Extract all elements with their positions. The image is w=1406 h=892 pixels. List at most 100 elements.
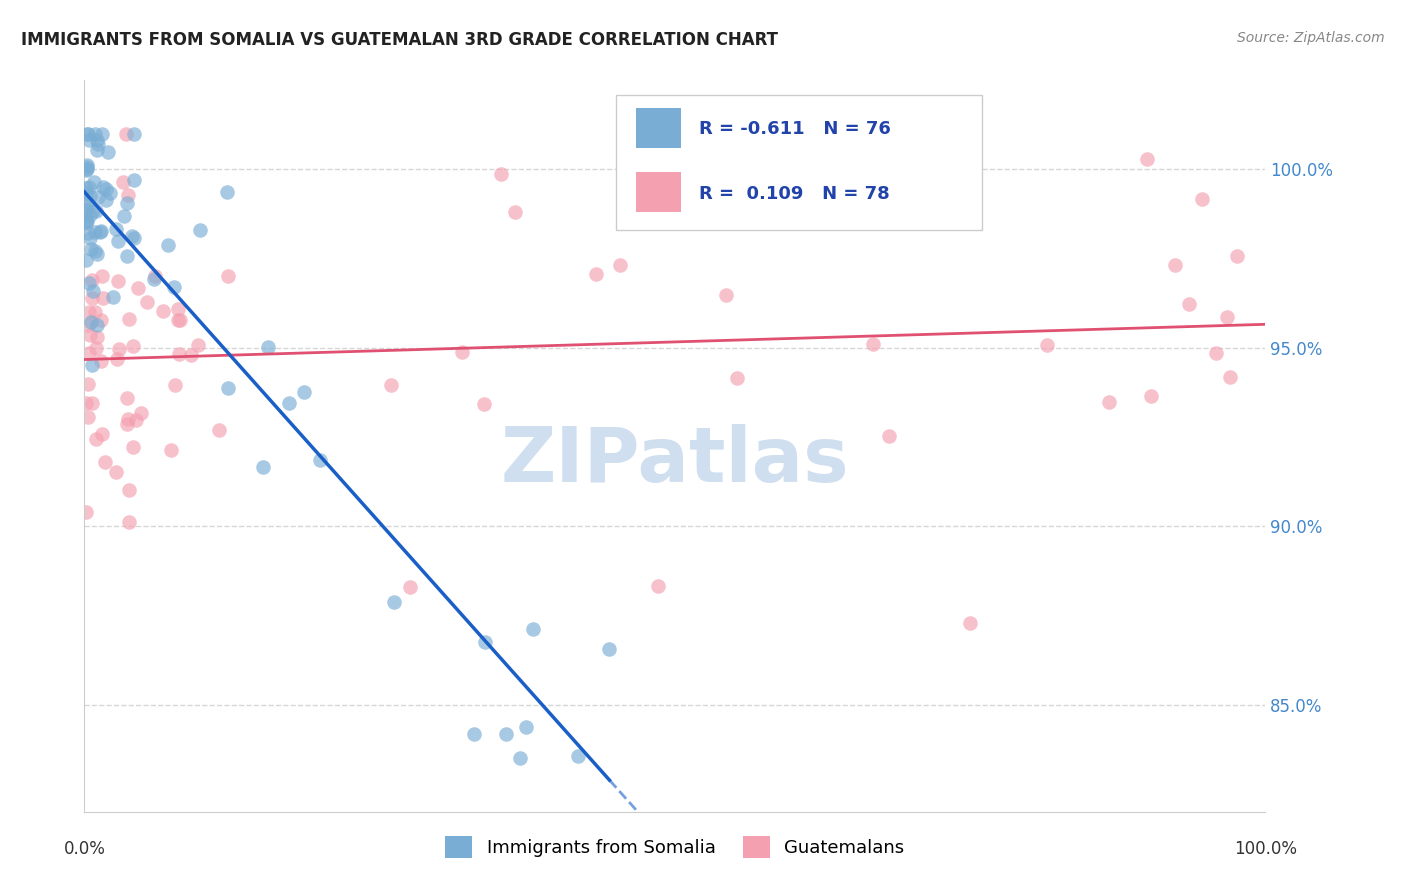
Point (86, 247, 108, 261)
Point (84, 341, 107, 355)
Point (489, 167, 512, 181)
Point (725, 370, 748, 384)
Point (1036, 338, 1059, 352)
Point (75, 181, 97, 195)
Point (94, 194, 117, 208)
Point (75, 202, 97, 217)
Point (75, 214, 97, 228)
Point (115, 249, 138, 263)
Point (509, 751, 531, 765)
Point (167, 346, 190, 360)
Point (76, 194, 98, 209)
Point (90, 354, 112, 368)
Point (380, 378, 402, 392)
Point (82, 204, 104, 219)
Point (77, 318, 100, 332)
Point (1136, 152, 1159, 166)
Point (959, 615, 981, 630)
Point (114, 127, 136, 141)
Point (76, 202, 98, 216)
Point (1215, 310, 1237, 324)
Point (143, 269, 166, 284)
Point (1164, 258, 1187, 272)
Point (472, 397, 495, 411)
Point (217, 381, 239, 395)
Point (804, 176, 827, 190)
Point (79, 328, 101, 343)
Point (1098, 394, 1121, 409)
Text: Source: ZipAtlas.com: Source: ZipAtlas.com (1237, 31, 1385, 45)
Point (82, 291, 104, 305)
Point (112, 210, 135, 224)
Text: R =  0.109   N = 78: R = 0.109 N = 78 (699, 185, 889, 202)
Point (76, 162, 98, 177)
Point (79, 188, 101, 202)
Point (278, 396, 301, 410)
Text: ZIPatlas: ZIPatlas (501, 424, 849, 498)
Point (122, 173, 145, 187)
Point (121, 228, 143, 243)
Point (82, 284, 104, 298)
Point (217, 268, 239, 283)
Point (567, 748, 589, 763)
Point (117, 187, 139, 202)
Point (79, 231, 101, 245)
Point (86, 132, 108, 146)
Point (169, 312, 191, 326)
Point (115, 195, 138, 210)
Point (91, 291, 114, 305)
Point (97, 145, 120, 159)
Point (83, 175, 105, 189)
Point (167, 312, 190, 326)
Text: R = -0.611   N = 76: R = -0.611 N = 76 (699, 120, 890, 138)
Point (77, 377, 100, 392)
Point (76, 158, 98, 172)
Point (522, 622, 544, 636)
Point (163, 378, 186, 392)
Point (122, 127, 145, 141)
Point (98, 186, 121, 201)
Point (80, 315, 103, 329)
Point (77, 180, 100, 194)
Point (292, 384, 315, 399)
Point (598, 642, 620, 657)
Point (127, 280, 149, 294)
Point (122, 441, 145, 455)
Point (111, 175, 134, 189)
Text: 0.0%: 0.0% (63, 840, 105, 858)
Point (256, 340, 278, 354)
Point (1178, 296, 1201, 310)
Point (77, 276, 100, 290)
Point (87, 190, 110, 204)
Point (75, 252, 97, 267)
Point (89, 225, 111, 239)
Point (96, 182, 118, 196)
Point (118, 312, 141, 326)
Point (142, 272, 165, 286)
Point (80, 396, 103, 410)
Point (75, 186, 97, 201)
Point (77, 410, 100, 425)
Point (107, 274, 129, 288)
Point (495, 727, 517, 741)
Point (135, 295, 157, 310)
Point (90, 224, 112, 238)
Point (86, 136, 108, 151)
Point (585, 267, 607, 281)
Point (384, 594, 406, 608)
Point (118, 515, 141, 529)
Point (80, 242, 103, 256)
Point (1205, 346, 1227, 360)
Point (152, 304, 174, 318)
Point (208, 423, 231, 437)
Point (105, 221, 128, 235)
Point (515, 720, 537, 734)
Point (86, 330, 108, 344)
Point (105, 351, 128, 366)
Point (101, 290, 124, 304)
Point (86, 143, 108, 157)
Point (215, 186, 238, 200)
Point (108, 342, 131, 356)
Point (1191, 192, 1213, 206)
Point (107, 235, 129, 249)
